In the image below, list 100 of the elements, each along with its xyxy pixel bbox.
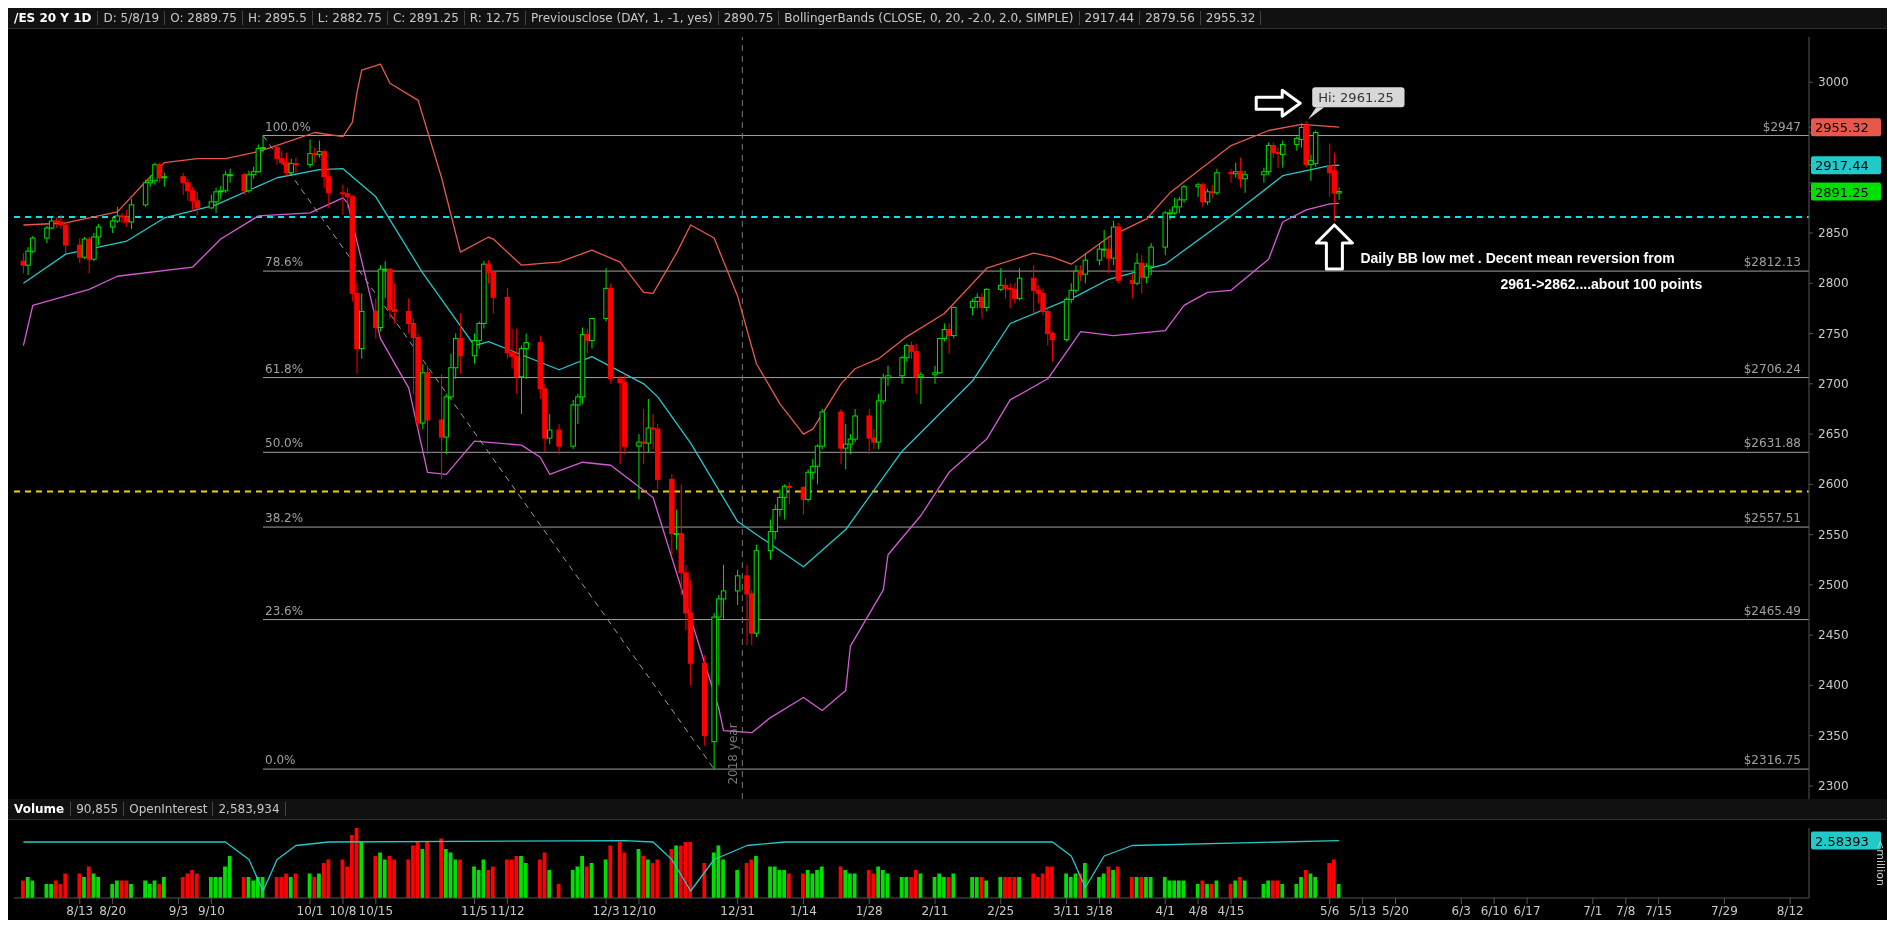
bar [1303, 870, 1308, 898]
bar [1172, 880, 1177, 898]
ref-line-label: $2706.24 [1743, 361, 1801, 376]
bar [1242, 880, 1247, 898]
bar [241, 877, 246, 898]
candlestick [918, 371, 924, 405]
bar [1327, 863, 1332, 898]
x-tick-label: 6/3 [1451, 903, 1471, 918]
bar [876, 866, 881, 898]
candlestick [358, 292, 365, 360]
bar [1111, 870, 1115, 898]
bar [805, 870, 810, 898]
text: D: 5/8/19 [98, 11, 166, 25]
bar [866, 870, 871, 898]
text: C: 2891.25 [387, 11, 465, 25]
x-tick-label: 8/13 [66, 903, 94, 918]
bar [392, 859, 397, 898]
bar [53, 880, 58, 898]
candlestick [946, 323, 952, 355]
bar [688, 842, 693, 898]
bar [772, 866, 777, 898]
text: L: 2882.75 [312, 11, 388, 25]
y-tick-label: 2350 [1818, 728, 1849, 743]
chart-title: Volume [8, 802, 72, 816]
bar [1336, 884, 1341, 898]
bar [147, 884, 152, 898]
text: O: 2889.75 [165, 11, 243, 25]
bar [984, 880, 989, 898]
bar [951, 873, 956, 898]
text: 2917.44 [1079, 11, 1141, 25]
y-tick-label: 3000 [1818, 75, 1849, 90]
candlestick [119, 212, 125, 224]
bar [321, 863, 326, 898]
candlestick [504, 287, 511, 360]
bar [1007, 877, 1012, 898]
y-tick-label: 2650 [1818, 427, 1849, 442]
text: 2,583,934 [213, 802, 286, 816]
candlestick [979, 292, 985, 319]
candlestick [603, 267, 609, 322]
candlestick [1134, 252, 1140, 286]
y-tick-label: 2891.25 [1815, 184, 1869, 200]
ref-line-label: $2812.13 [1743, 255, 1801, 270]
text: 90,855 [71, 802, 125, 816]
bar [946, 877, 951, 898]
bar [30, 880, 35, 898]
bar [617, 842, 622, 898]
bar [288, 877, 293, 898]
bar [547, 870, 552, 898]
bar [21, 880, 25, 898]
candlestick [1228, 168, 1234, 184]
bar [1017, 877, 1021, 898]
candlestick [1007, 282, 1013, 309]
text: Previousclose (DAY, 1, -1, yes) [526, 11, 719, 25]
bar [1200, 880, 1205, 898]
bar [580, 856, 584, 898]
candlestick [951, 306, 957, 340]
bar [274, 877, 279, 898]
annotation: 38.2% [265, 511, 304, 526]
bar [646, 859, 650, 898]
candlestick [636, 433, 642, 500]
y-tick-label: 2955.32 [1815, 120, 1869, 136]
x-tick-label: 11/12 [490, 903, 525, 918]
bar [1233, 880, 1238, 898]
x-tick-label: 4/1 [1155, 903, 1175, 918]
bar [584, 866, 589, 898]
y-tick-label: 2700 [1818, 376, 1849, 391]
x-tick-label: 7/29 [1710, 903, 1738, 918]
bar [843, 870, 848, 898]
bar [49, 884, 53, 898]
x-tick-label: 7/8 [1616, 903, 1636, 918]
x-tick-label: 10/8 [329, 903, 357, 918]
x-tick-label: 2/11 [921, 903, 949, 918]
bar [227, 856, 232, 898]
bar [641, 856, 646, 898]
candlestick [838, 408, 844, 465]
ref-line-label: $2316.75 [1743, 753, 1801, 768]
text: 2.58393 [1815, 833, 1869, 849]
bar [373, 856, 378, 898]
text: OpenInterest [124, 802, 214, 816]
x-tick-label: 1/14 [789, 903, 817, 918]
bar [1115, 866, 1120, 898]
candlestick [744, 564, 750, 646]
bar [913, 870, 918, 898]
bar [1176, 880, 1181, 898]
annotation: 50.0% [265, 436, 304, 451]
bar [904, 877, 909, 898]
bar [1238, 877, 1242, 898]
bar [415, 842, 420, 898]
bar [1078, 873, 1083, 898]
ref-line-label: 2018 year [726, 723, 741, 785]
bar [312, 877, 317, 898]
text: 2890.75 [718, 11, 780, 25]
annotation: Daily BB low met . Decent mean reversion from 2961->2862....about 100 points [1360, 249, 1703, 292]
candlestick [1195, 182, 1201, 198]
bar [425, 842, 429, 898]
bar [1083, 863, 1087, 898]
x-tick-label: 4/8 [1188, 903, 1208, 918]
y-axis-title: <million [1874, 840, 1887, 886]
annotation: Hi: 2961.25 [1318, 90, 1394, 106]
x-tick-label: 4/15 [1217, 903, 1245, 918]
